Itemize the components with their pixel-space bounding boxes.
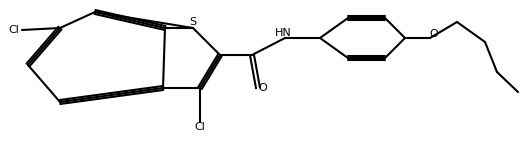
Text: S: S — [189, 17, 197, 27]
Text: O: O — [430, 29, 438, 39]
Text: Cl: Cl — [195, 122, 206, 132]
Text: O: O — [258, 83, 267, 93]
Text: HN: HN — [275, 28, 291, 38]
Text: Cl: Cl — [8, 25, 19, 35]
